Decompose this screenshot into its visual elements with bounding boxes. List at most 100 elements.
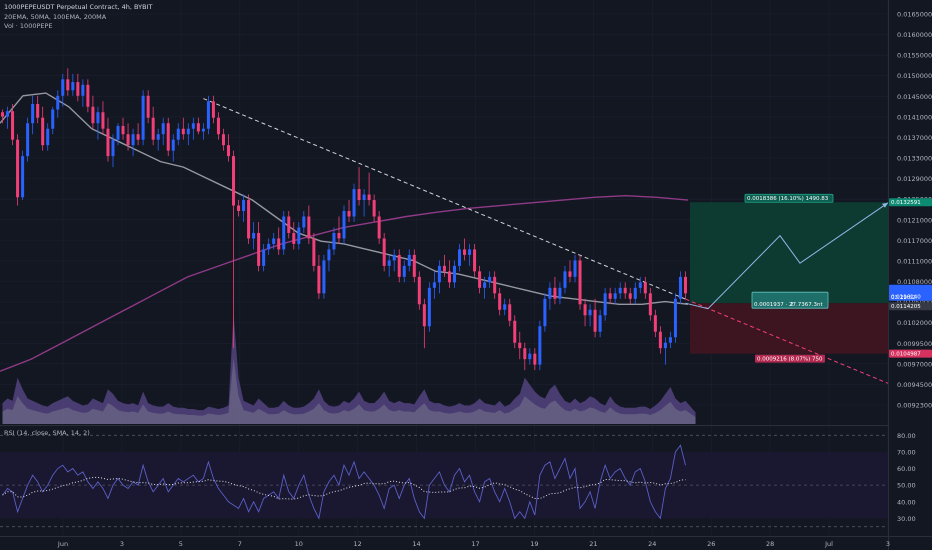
rsi-tick-label: 30.00 bbox=[897, 515, 916, 523]
volume-legend[interactable]: Vol · 1000PEPE bbox=[4, 22, 53, 30]
candle-body bbox=[347, 211, 351, 217]
candle-body bbox=[86, 84, 90, 107]
trendline[interactable] bbox=[203, 98, 889, 384]
candle-body bbox=[201, 128, 205, 132]
price-tick-label: 0.0133000 bbox=[897, 155, 932, 163]
candle-body bbox=[538, 326, 542, 365]
price-tick-label: 0.0145000 bbox=[897, 93, 932, 101]
candle-body bbox=[593, 309, 597, 332]
candle-body bbox=[121, 125, 125, 135]
target-stat-label: 0.0018386 (16.10%) 1490.83 bbox=[747, 196, 829, 202]
candle-body bbox=[468, 249, 472, 255]
projection-path[interactable] bbox=[685, 202, 889, 310]
entry-price-tag: 0.0114205 bbox=[891, 304, 921, 310]
candle-body bbox=[362, 194, 366, 201]
price-tick-label: 0.0117000 bbox=[897, 237, 932, 245]
price-tick-label: 0.0155000 bbox=[897, 52, 932, 60]
candle-body bbox=[6, 111, 10, 117]
price-tick-label: 0.0137000 bbox=[897, 134, 932, 142]
candle-body bbox=[478, 271, 482, 288]
stop-price-tag: 0.0104987 bbox=[891, 351, 921, 357]
entry-stat-sub: 2 bbox=[790, 302, 794, 308]
candle-body bbox=[498, 293, 502, 310]
candle-body bbox=[377, 216, 381, 239]
candle-body bbox=[302, 216, 306, 228]
candle-body bbox=[312, 238, 316, 266]
stop-stat-label: 0.0009216 (8.07%) 750 bbox=[757, 356, 823, 362]
candle-body bbox=[26, 123, 30, 157]
price-tick-label: 0.0129000 bbox=[897, 175, 932, 183]
price-tick-label: 0.0092300 bbox=[897, 402, 932, 410]
candle-body bbox=[578, 260, 582, 305]
candle-body bbox=[623, 287, 627, 294]
candle-body bbox=[493, 276, 497, 294]
candle-body bbox=[548, 287, 552, 299]
candle-body bbox=[558, 287, 562, 299]
candle-body bbox=[457, 249, 462, 266]
candle-body bbox=[272, 238, 276, 244]
candle-body bbox=[176, 128, 180, 140]
volume-bars bbox=[2, 314, 696, 424]
price-tick-label: 0.0097000 bbox=[897, 360, 932, 368]
candle-body bbox=[267, 243, 271, 250]
candle-body bbox=[643, 282, 647, 294]
rsi-tick-label: 40.00 bbox=[897, 498, 916, 506]
entry-stat-label: 0.0001937 · 27.7367.3nt bbox=[754, 302, 823, 308]
volume-area bbox=[2, 314, 696, 424]
time-tick-label: 12 bbox=[354, 540, 362, 548]
candle-body bbox=[126, 134, 130, 146]
candle-body bbox=[683, 276, 687, 294]
candle-body bbox=[648, 293, 652, 316]
time-tick-label: 26 bbox=[707, 540, 715, 548]
candle-body bbox=[292, 232, 296, 244]
candle-body bbox=[156, 134, 160, 140]
candle-body bbox=[638, 282, 642, 288]
time-tick-label: Jun bbox=[57, 540, 68, 548]
rsi-legend[interactable]: RSI (14, close, SMA, 14, 2) bbox=[4, 429, 90, 437]
candle-body bbox=[71, 82, 75, 91]
candle-body bbox=[287, 216, 291, 233]
candle-body bbox=[322, 260, 326, 294]
chart-title: 1000PEPEUSDT Perpetual Contract, 4h, BYB… bbox=[4, 3, 153, 11]
time-tick-label: 28 bbox=[766, 540, 774, 548]
candle-body bbox=[357, 189, 361, 201]
candle-body bbox=[442, 265, 446, 272]
candle-body bbox=[36, 104, 40, 118]
price-tick-label: 0.0111000 bbox=[897, 257, 932, 265]
price-tick-label: 0.0099500 bbox=[897, 340, 932, 348]
candle-body bbox=[216, 117, 220, 135]
candle-body bbox=[166, 123, 170, 151]
candle-body bbox=[186, 128, 190, 135]
rsi-tick-label: 70.00 bbox=[897, 448, 916, 456]
candle-body bbox=[181, 128, 185, 135]
candle-body bbox=[226, 145, 231, 157]
candle-body bbox=[553, 287, 557, 299]
time-tick-label: 10 bbox=[295, 540, 303, 548]
candle-body bbox=[663, 342, 667, 349]
candle-body bbox=[613, 293, 617, 299]
countdown-label: 03:29:52 bbox=[891, 295, 916, 301]
candle-body bbox=[91, 106, 95, 124]
candle-body bbox=[528, 353, 532, 360]
candle-body bbox=[417, 276, 421, 305]
rsi-line bbox=[2, 444, 686, 520]
candle-body bbox=[96, 112, 100, 124]
candle-body bbox=[598, 315, 602, 332]
candle-body bbox=[452, 265, 456, 283]
price-tick-label: 0.0102000 bbox=[897, 319, 932, 327]
price-tick-label: 0.0165000 bbox=[897, 11, 932, 19]
indicator-legend[interactable]: 20EMA, 50MA, 100EMA, 200MA bbox=[4, 13, 107, 21]
candle-body bbox=[191, 123, 195, 129]
candle-body bbox=[387, 260, 391, 266]
candle-body bbox=[503, 304, 507, 310]
candle-body bbox=[46, 128, 50, 146]
candle-body bbox=[658, 331, 662, 349]
candle-body bbox=[111, 139, 115, 157]
candle-body bbox=[573, 260, 577, 277]
candle-body bbox=[282, 216, 286, 250]
price-axis-bg bbox=[888, 0, 932, 550]
price-tick-label: 0.0108000 bbox=[897, 278, 932, 286]
rsi-tick-label: 60.00 bbox=[897, 465, 916, 473]
rsi-tick-label: 50.00 bbox=[897, 482, 916, 490]
